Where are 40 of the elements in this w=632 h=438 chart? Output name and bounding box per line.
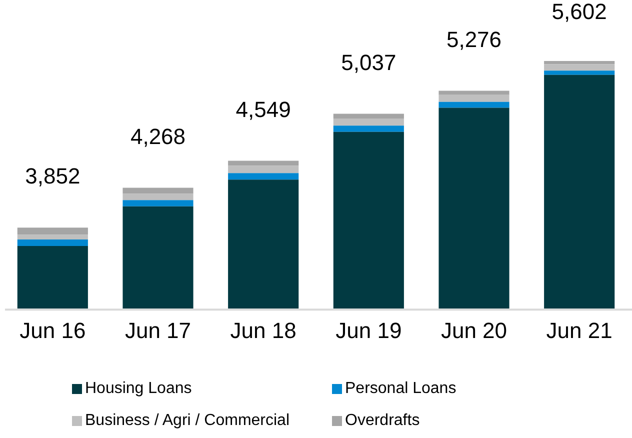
bar [544,64,615,71]
bar [333,118,404,126]
bar [122,188,194,194]
bar [438,108,510,309]
annotation: 3,852 [25,164,80,189]
bar [438,102,510,108]
bar [17,240,88,246]
annotation: 5,602 [552,0,607,24]
x-tick-label: Jun 16 [20,318,86,343]
x-tick-label: Jun 17 [124,318,192,343]
legend-label: Overdrafts [345,412,420,430]
bar [122,206,194,309]
annotation: 4,549 [236,96,291,122]
x-tick-label: Jun 21 [546,318,612,343]
bar [544,70,615,75]
bar [228,173,299,180]
bar [544,61,615,64]
legend-label: Personal Loans [345,380,456,398]
bar [333,132,404,309]
bar [228,166,299,174]
bar [333,114,404,118]
bar [228,180,299,309]
annotation: 5,037 [341,50,396,75]
bar [122,200,194,206]
legend-label: Business / Agri / Commercial [85,412,290,430]
bar [17,246,88,309]
bar [122,194,194,200]
annotation: 5,276 [446,26,502,52]
bar [333,126,404,132]
x-tick-label: Jun 18 [230,318,296,343]
bar [438,94,510,102]
bar [438,90,510,95]
x-tick-label: Jun 19 [336,318,402,343]
annotation: 4,268 [130,124,186,149]
bar [17,234,88,240]
bar [228,160,299,166]
bar [544,74,615,309]
bar [17,228,88,235]
legend-label: Housing Loans [85,380,192,398]
x-tick-label: Jun 20 [440,318,508,343]
